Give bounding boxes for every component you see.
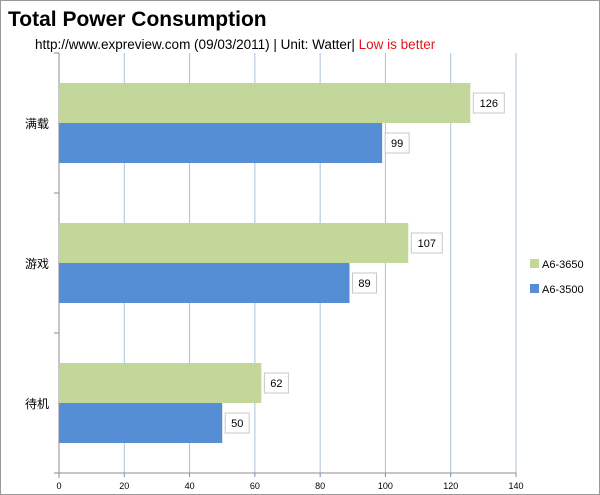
x-tick-label: 100 [378, 481, 393, 491]
data-label-box [224, 412, 250, 434]
x-tick-label: 20 [119, 481, 129, 491]
data-label-box [472, 92, 505, 114]
y-category-label: 满载 [25, 117, 49, 131]
bar [59, 83, 471, 123]
data-label-box [410, 232, 443, 254]
data-label: 62 [270, 378, 282, 390]
x-tick-label: 40 [185, 481, 195, 491]
x-tick-label: 80 [315, 481, 325, 491]
legend-swatch [530, 284, 539, 293]
legend-label: A6-3500 [542, 284, 584, 296]
x-tick-label: 120 [443, 481, 458, 491]
data-label: 99 [391, 138, 403, 150]
bar [59, 123, 383, 163]
data-label: 89 [358, 278, 370, 290]
data-label: 50 [231, 418, 243, 430]
bar [59, 263, 350, 303]
x-tick-label: 0 [56, 481, 61, 491]
data-label-box [263, 372, 289, 394]
bar [59, 403, 223, 443]
x-tick-label: 140 [508, 481, 523, 491]
bar [59, 223, 409, 263]
subtitle-source: http://www.expreview.com (09/03/2011) | … [35, 37, 355, 52]
data-label: 126 [480, 98, 498, 110]
bar [59, 363, 262, 403]
data-label: 107 [418, 238, 436, 250]
subtitle-note: Low is better [354, 37, 436, 52]
y-category-label: 待机 [25, 397, 49, 411]
data-label-box [384, 132, 410, 154]
chart-title: Total Power Consumption [8, 8, 267, 31]
legend-swatch [530, 259, 539, 268]
chart-subtitle: http://www.expreview.com (09/03/2011) | … [35, 37, 435, 52]
data-label-box [352, 272, 378, 294]
legend-label: A6-3650 [542, 259, 584, 271]
x-tick-label: 60 [250, 481, 260, 491]
y-category-label: 游戏 [25, 257, 49, 271]
